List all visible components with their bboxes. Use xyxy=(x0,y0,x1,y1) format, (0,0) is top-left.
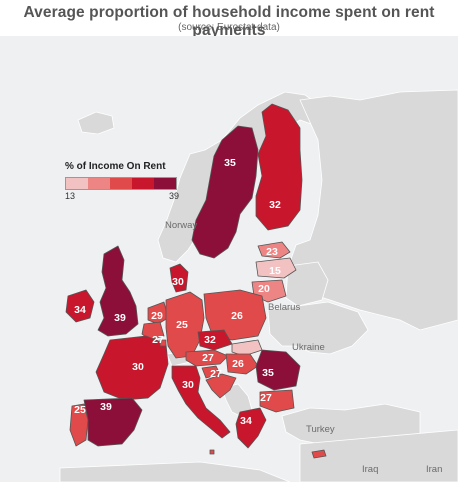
country-hungary[interactable] xyxy=(225,353,259,375)
label-norway: Norway xyxy=(165,220,198,231)
map-title: Average proportion of household income s… xyxy=(23,4,435,39)
value-label-hungary: 26 xyxy=(232,358,244,370)
value-label-romania: 35 xyxy=(262,367,274,379)
value-label-italy: 30 xyxy=(182,379,194,391)
legend-swatch-3 xyxy=(110,178,132,189)
value-label-poland: 26 xyxy=(231,310,243,322)
country-belgium[interactable] xyxy=(141,321,165,341)
value-label-latvia: 15 xyxy=(269,265,281,277)
label-iran: Iran xyxy=(426,464,443,475)
value-label-finland: 32 xyxy=(269,199,281,211)
legend-swatch-1 xyxy=(66,178,88,189)
label-iraq: Iraq xyxy=(362,464,379,475)
country-slovakia[interactable] xyxy=(231,339,263,357)
country-poland[interactable] xyxy=(203,289,267,341)
label-ukraine: Ukraine xyxy=(292,342,325,353)
country-bulgaria[interactable] xyxy=(259,389,295,413)
country-czechia[interactable] xyxy=(197,329,233,351)
legend-min-label: 13 xyxy=(65,191,76,201)
country-ireland[interactable] xyxy=(65,289,95,323)
country-croatia[interactable] xyxy=(205,373,237,399)
belarus-shape xyxy=(285,261,329,307)
eu-countries xyxy=(65,103,327,459)
value-label-france: 30 xyxy=(132,361,144,373)
value-label-spain: 39 xyxy=(100,401,112,413)
label-belarus: Belarus xyxy=(268,302,301,313)
country-estonia[interactable] xyxy=(257,241,291,259)
country-cyprus[interactable] xyxy=(311,449,327,459)
value-label-ireland: 34 xyxy=(74,304,86,316)
country-malta[interactable] xyxy=(209,449,215,455)
map-canvas xyxy=(59,89,458,482)
value-label-estonia: 23 xyxy=(266,246,278,258)
non-eu-land xyxy=(59,89,458,482)
value-label-slovenia: 27 xyxy=(210,368,222,380)
country-sweden[interactable] xyxy=(191,125,259,259)
country-france[interactable] xyxy=(95,335,169,401)
value-label-sweden: 35 xyxy=(224,157,236,169)
value-label-greece: 34 xyxy=(240,415,252,427)
country-denmark[interactable] xyxy=(169,263,189,293)
legend-title: % of Income On Rent xyxy=(65,161,166,172)
russia-east xyxy=(289,89,458,331)
ukraine-shape xyxy=(267,301,369,355)
value-label-austria: 27 xyxy=(202,352,214,364)
middle-east xyxy=(299,429,458,482)
value-label-bulgaria: 27 xyxy=(260,392,272,404)
value-label-denmark: 30 xyxy=(172,276,184,288)
country-austria[interactable] xyxy=(185,349,229,367)
country-netherlands[interactable] xyxy=(147,301,169,325)
country-luxembourg[interactable] xyxy=(159,339,167,347)
legend-color-scale xyxy=(65,177,177,190)
legend-swatch-5 xyxy=(154,178,176,189)
country-italy[interactable] xyxy=(171,365,231,439)
country-portugal[interactable] xyxy=(69,403,89,447)
legend-max-label: 39 xyxy=(169,191,180,201)
value-label-belgium: 27 xyxy=(152,334,164,346)
country-uk[interactable] xyxy=(97,245,139,337)
choropleth-map[interactable]: % of Income On Rent 13 39 Norway Belarus… xyxy=(0,36,458,482)
value-label-lithuania: 20 xyxy=(258,283,270,295)
value-label-netherlands: 29 xyxy=(151,310,163,322)
value-label-portugal: 25 xyxy=(74,404,86,416)
legend-swatch-2 xyxy=(88,178,110,189)
country-germany[interactable] xyxy=(165,291,205,359)
label-turkey: Turkey xyxy=(306,424,335,435)
legend-swatch-4 xyxy=(132,178,154,189)
country-spain[interactable] xyxy=(83,397,143,447)
legend: % of Income On Rent 13 39 xyxy=(65,161,190,203)
value-label-germany: 25 xyxy=(176,319,188,331)
value-label-uk: 39 xyxy=(114,312,126,324)
value-label-czechia: 32 xyxy=(204,334,216,346)
country-slovenia[interactable] xyxy=(201,365,221,379)
country-greece[interactable] xyxy=(235,407,267,449)
north-africa xyxy=(59,461,291,482)
iceland-shape xyxy=(77,111,115,135)
country-romania[interactable] xyxy=(255,349,301,391)
country-latvia[interactable] xyxy=(255,257,297,279)
country-finland[interactable] xyxy=(255,103,303,231)
map-subtitle: (source: Eurostat data) xyxy=(178,22,280,33)
